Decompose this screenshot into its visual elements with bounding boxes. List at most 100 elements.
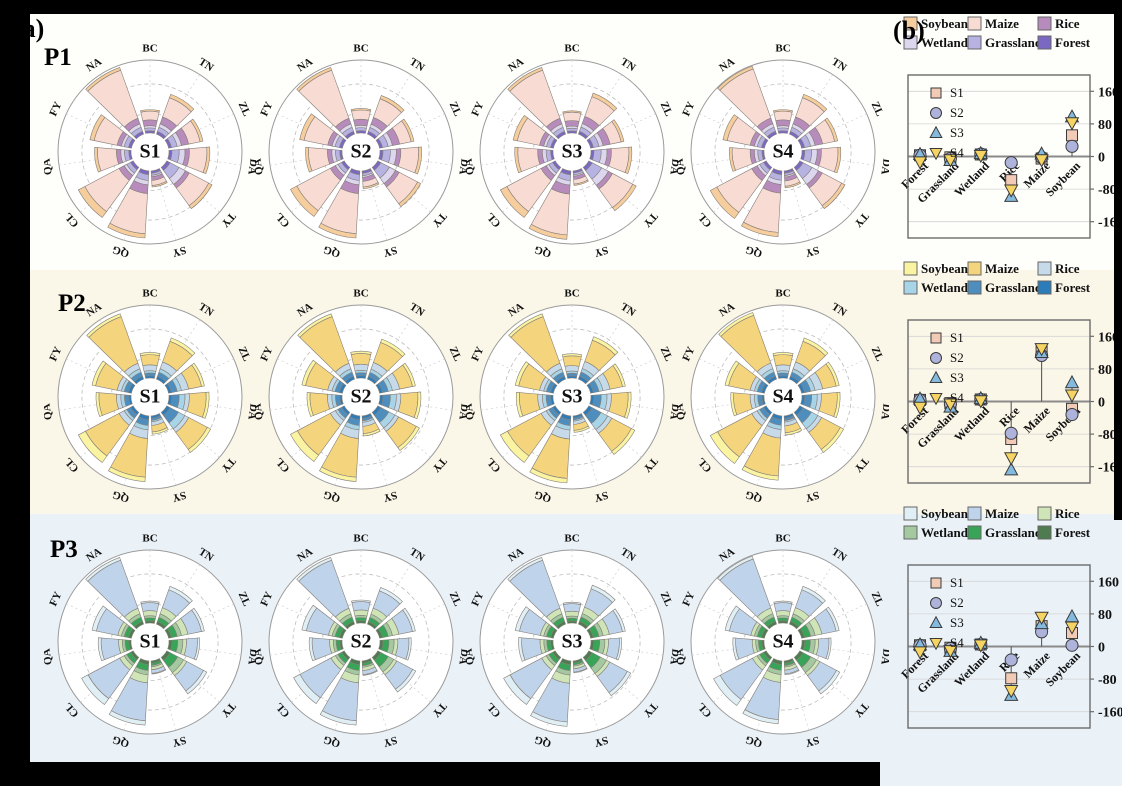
scatter-marker-triangle-down	[943, 645, 958, 659]
rose-sector-label: SY	[171, 734, 188, 749]
rose-sector-label: SY	[804, 244, 821, 259]
rose-segment-soybean	[608, 670, 632, 697]
scatter-marker-circle	[1065, 638, 1079, 652]
rose-sector-label: ZL	[658, 590, 675, 608]
rose-segment-soybean	[742, 709, 779, 725]
rose-segment-soybean	[499, 186, 529, 218]
legend-swatch-wetland	[903, 280, 918, 295]
rose-sector-label: NA	[717, 546, 737, 565]
rose-segment-soybean	[413, 391, 422, 420]
rose-segment-soybean	[305, 147, 313, 173]
rose-segment-soybean	[741, 221, 779, 237]
rose-segment-soybean	[718, 312, 755, 337]
rose-segment-maize	[140, 354, 160, 367]
rose-sector-label: TN	[196, 546, 215, 564]
scatter-chart-P3: Soybean Maize Rice Wetland Grassland Forest Fo…	[880, 503, 1122, 748]
rose-sector-label: SY	[593, 489, 610, 504]
scatter-marker-triangle-down	[929, 148, 943, 161]
rose-segment-soybean	[590, 584, 616, 603]
rose-segment-soybean	[573, 179, 589, 186]
y-tick-label: 80	[1098, 118, 1112, 133]
scenario-legend-label: S4	[950, 145, 964, 160]
rose-sector-label: QG	[533, 733, 553, 749]
rose-sector-label: DA	[667, 403, 678, 420]
rose-sector-label: QG	[322, 488, 342, 504]
rose-scenario-label: S1	[139, 141, 160, 163]
rose-segment-soybean	[514, 606, 530, 632]
rose-segment-soybean	[713, 674, 742, 706]
rose-svg-P3-S4: S4 BC TN ZL DA TY SY QG CL QA FY NA	[673, 533, 892, 750]
scatter-marker-square	[1005, 672, 1018, 685]
rose-sector-label: SY	[804, 489, 821, 504]
rose-segment-soybean	[833, 146, 842, 174]
rose-sector-label: TY	[641, 455, 660, 474]
rose-segment-soybean	[397, 425, 420, 451]
rose-svg-P3-S3: S3 BC TN ZL DA TY SY QG CL QA FY NA	[462, 533, 681, 750]
rose-sector-label: QA	[466, 648, 477, 666]
rose-sector-label: TN	[618, 546, 637, 564]
rose-sector-label: ZL	[658, 345, 675, 363]
rose-sector-label: CL	[62, 700, 81, 719]
rose-sector-label: ZL	[869, 590, 886, 608]
rose-segment-soybean	[395, 668, 417, 693]
rose-svg-P2-S4: S4 BC TN ZL DA TY SY QG CL QA FY NA	[673, 288, 892, 505]
scatter-marker-circle	[930, 597, 942, 609]
rose-segment-soybean	[362, 182, 380, 189]
rose-grid-circle	[503, 328, 641, 466]
rose-segment-soybean	[741, 465, 779, 481]
rose-segment-soybean	[722, 114, 739, 141]
scatter-category-label: Rice	[996, 403, 1022, 429]
rose-chart-P2-S4: S4 BC TN ZL DA TY SY QG CL QA FY NA	[673, 285, 892, 509]
rose-segment-soybean	[77, 430, 108, 463]
rose-segment-soybean	[561, 353, 583, 358]
rose-segment-soybean	[202, 391, 210, 419]
rose-sector-label: ZL	[236, 590, 253, 608]
rose-svg-P1-S1: S1 BC TN ZL DA TY SY QG CL QA FY NA	[40, 43, 259, 260]
scatter-marker-triangle-down	[1064, 117, 1080, 131]
rose-sector-label: FY	[258, 590, 275, 608]
scenario-legend-label: S4	[950, 390, 964, 405]
scatter-marker-triangle-down	[943, 154, 958, 168]
rose-segment-soybean	[773, 109, 793, 113]
scatter-marker-triangle-up	[929, 615, 943, 628]
y-tick-label: -80	[1098, 428, 1117, 443]
rose-svg-P2-S2: S2 BC TN ZL DA TY SY QG CL QA FY NA	[251, 288, 470, 505]
rose-segment-soybean	[91, 360, 107, 387]
rose-segment-rice	[353, 363, 369, 372]
rose-scenario-label: S3	[561, 141, 582, 163]
rose-sector-label: NA	[84, 56, 104, 75]
rose-sector-label: TY	[852, 700, 871, 719]
rose-segment-soybean	[818, 669, 841, 695]
rose-segment-soybean	[512, 114, 529, 142]
rose-segment-soybean	[507, 67, 544, 92]
rose-scenario-label: S2	[350, 386, 371, 408]
legend-label: Wetland	[921, 35, 969, 50]
scenario-legend-label: S1	[950, 575, 964, 590]
rose-grid-circle	[503, 83, 641, 221]
legend-swatch-maize	[967, 261, 982, 276]
rose-sector-label: QG	[744, 733, 764, 749]
rose-sector-label: QG	[111, 243, 131, 259]
rose-sector-label: SY	[171, 244, 188, 259]
legend-swatch-soybean	[903, 506, 918, 521]
rose-segment-soybean	[151, 180, 168, 188]
scatter-marker-circle	[1065, 407, 1079, 422]
rose-grid-circle	[292, 328, 430, 466]
rose-sector-label: TY	[430, 700, 449, 719]
legend-swatch-forest	[1037, 280, 1052, 295]
rose-grid-circle	[503, 573, 641, 711]
rose-sector-label: DA	[456, 403, 467, 420]
y-tick-label: 80	[1098, 608, 1112, 623]
rose-segment-maize	[351, 601, 371, 612]
rose-sector-label: BC	[142, 288, 157, 300]
rose-sector-label: QA	[677, 403, 688, 421]
rose-sector-label: TY	[430, 210, 449, 229]
rose-segment-soybean	[772, 352, 794, 357]
rose-svg-P3-S1: S1 BC TN ZL DA TY SY QG CL QA FY NA	[40, 533, 259, 750]
rose-segment-soybean	[290, 185, 319, 217]
rose-sector-label: TN	[196, 301, 215, 319]
rose-sector-label: SY	[382, 489, 399, 504]
rose-segment-soybean	[562, 110, 582, 114]
rose-sector-label: BC	[142, 43, 157, 55]
